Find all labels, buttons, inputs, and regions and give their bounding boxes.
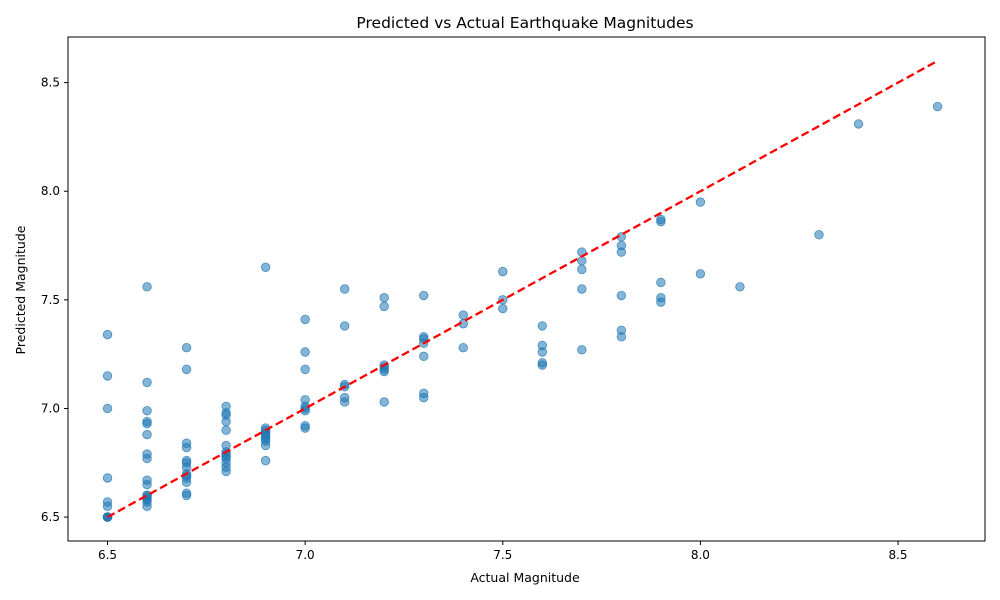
data-point	[814, 229, 824, 240]
data-point	[181, 455, 192, 466]
data-point	[339, 392, 350, 403]
data-point	[221, 425, 231, 435]
data-point	[102, 403, 113, 414]
y-tick-label: 7.0	[41, 401, 60, 415]
x-tick-label: 8.5	[888, 548, 907, 562]
data-point	[142, 490, 152, 501]
data-point	[419, 332, 429, 342]
data-point	[260, 262, 271, 272]
data-point	[656, 214, 666, 225]
data-point	[181, 438, 192, 448]
data-point	[853, 119, 864, 129]
data-point	[616, 240, 627, 251]
plot-area	[102, 59, 943, 522]
axes-frame	[67, 36, 986, 542]
y-tick-label: 8.5	[41, 76, 60, 90]
x-tick-label: 7.5	[493, 548, 512, 562]
x-axis-label: Actual Magnitude	[470, 570, 580, 585]
data-point	[102, 371, 113, 381]
data-point	[142, 377, 152, 388]
data-point	[458, 310, 468, 320]
y-axis-label: Predicted Magnitude	[13, 225, 28, 354]
data-point	[577, 256, 587, 266]
data-point	[181, 364, 192, 375]
data-point	[102, 497, 113, 507]
chart-title: Predicted vs Actual Earthquake Magnitude…	[356, 14, 693, 32]
x-tick-label: 6.5	[98, 548, 117, 562]
data-point	[537, 358, 548, 368]
data-point	[419, 388, 429, 398]
data-point	[142, 475, 152, 485]
y-tick-label: 6.5	[41, 510, 60, 524]
y-tick-label: 8.0	[41, 184, 60, 198]
data-point	[458, 342, 468, 353]
data-point	[300, 314, 310, 325]
data-point	[379, 397, 389, 407]
data-point	[339, 321, 350, 331]
data-point	[735, 282, 745, 292]
data-point	[260, 455, 271, 466]
data-point	[142, 405, 152, 416]
data-point	[616, 325, 627, 335]
data-point	[537, 340, 548, 351]
data-point	[419, 290, 429, 301]
reference-line	[106, 59, 939, 519]
data-point	[142, 449, 152, 459]
data-point	[577, 264, 587, 275]
data-point	[142, 429, 152, 440]
data-point	[695, 197, 706, 207]
data-point	[221, 440, 231, 451]
data-point	[419, 351, 429, 362]
axes: 6.5 7.0 7.5 8.0 8.5 6.5 7.0 7.5 8.0 8.5	[41, 36, 986, 562]
data-point	[379, 301, 389, 312]
data-point	[102, 329, 113, 340]
data-point	[300, 395, 310, 405]
data-point	[498, 266, 508, 277]
data-point	[300, 347, 310, 357]
data-point	[932, 101, 943, 112]
data-point	[142, 416, 152, 427]
data-point	[616, 290, 627, 301]
data-point	[379, 292, 389, 303]
data-point	[656, 277, 666, 288]
data-point	[102, 473, 113, 483]
data-point	[537, 321, 548, 331]
data-point	[221, 401, 231, 412]
data-point	[339, 284, 350, 294]
data-point	[142, 282, 152, 292]
data-point	[300, 421, 310, 431]
data-point	[695, 269, 706, 279]
data-point	[498, 303, 508, 314]
data-point	[656, 292, 666, 303]
data-point	[181, 342, 192, 353]
data-point	[577, 284, 587, 294]
x-tick-label: 8.0	[691, 548, 710, 562]
data-point	[300, 364, 310, 375]
y-tick-label: 7.5	[41, 293, 60, 307]
x-tick-label: 7.0	[296, 548, 315, 562]
data-point	[577, 345, 587, 355]
data-point	[181, 488, 192, 498]
